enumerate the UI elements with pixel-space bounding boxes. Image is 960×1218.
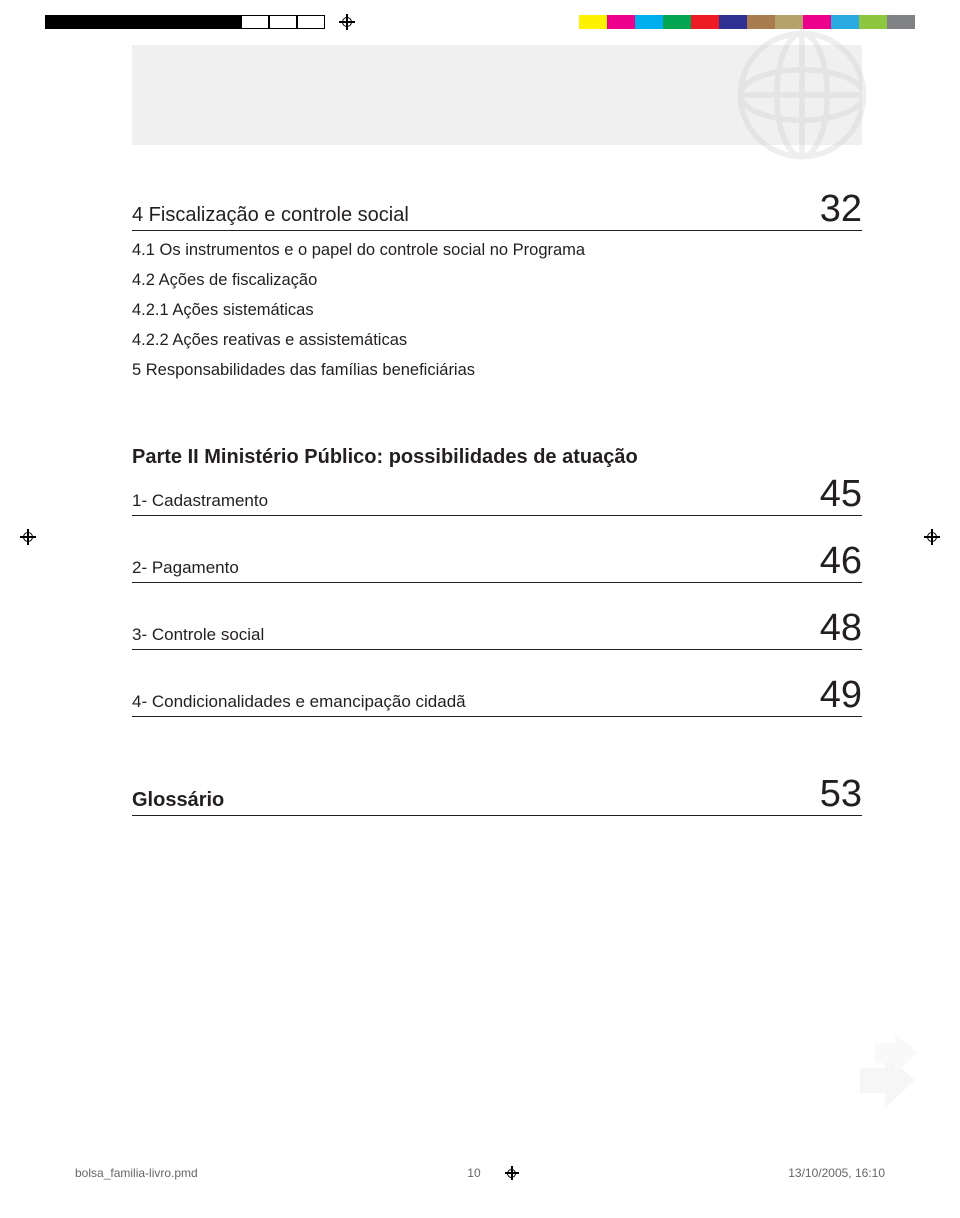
toc-title: 1- Cadastramento [132, 491, 268, 511]
toc-page-number: 49 [820, 676, 862, 714]
footer: bolsa_familia-livro.pmd 10 13/10/2005, 1… [75, 1166, 885, 1180]
footer-datetime: 13/10/2005, 16:10 [788, 1166, 885, 1180]
bw-swatch [157, 15, 185, 29]
toc-sub-item: 4.2 Ações de fiscalização [132, 267, 862, 294]
toc-page-number: 32 [820, 190, 862, 228]
toc-sub-item: 4.2.2 Ações reativas e assistemáticas [132, 327, 862, 354]
toc-page-number: 46 [820, 542, 862, 580]
page-content: 4 Fiscalização e controle social 32 4.1 … [132, 45, 862, 816]
glossary-page-number: 53 [820, 775, 862, 813]
bw-swatch [73, 15, 101, 29]
toc-title: 4 Fiscalização e controle social [132, 204, 409, 227]
bw-swatch [101, 15, 129, 29]
registration-target-icon [505, 1166, 519, 1180]
bw-swatch [185, 15, 213, 29]
bw-swatches [45, 14, 355, 30]
color-swatch [579, 15, 607, 29]
toc-row: 4 Fiscalização e controle social 32 [132, 190, 862, 231]
toc-title: 4- Condicionalidades e emancipação cidad… [132, 692, 466, 712]
toc-title: 3- Controle social [132, 625, 264, 645]
bw-swatch [45, 15, 73, 29]
footer-filename: bolsa_familia-livro.pmd [75, 1166, 198, 1180]
color-swatch [635, 15, 663, 29]
toc-row: 3- Controle social 48 [132, 609, 862, 650]
registration-target-icon [339, 14, 355, 30]
toc-sub-item: 4.1 Os instrumentos e o papel do control… [132, 237, 862, 264]
toc-page-number: 45 [820, 475, 862, 513]
toc-row: 1- Cadastramento 45 [132, 475, 862, 516]
glossary-row: Glossário 53 [132, 775, 862, 816]
header-band [132, 45, 862, 145]
toc-sub-item: 4.2.1 Ações sistemáticas [132, 297, 862, 324]
bw-swatch [297, 15, 325, 29]
bw-swatch [269, 15, 297, 29]
globe-decoration-icon [732, 25, 872, 165]
footer-page-number: 10 [467, 1166, 480, 1180]
registration-target-icon [20, 529, 36, 545]
registration-target-icon [924, 529, 940, 545]
part2-heading: Parte II Ministério Público: possibilida… [132, 446, 862, 469]
color-swatch [607, 15, 635, 29]
toc-title: 2- Pagamento [132, 558, 239, 578]
glossary-title: Glossário [132, 789, 224, 812]
toc-page-number: 48 [820, 609, 862, 647]
color-swatch [887, 15, 915, 29]
toc-section-4: 4 Fiscalização e controle social 32 4.1 … [132, 190, 862, 384]
color-swatch [691, 15, 719, 29]
toc-row: 2- Pagamento 46 [132, 542, 862, 583]
color-swatch [663, 15, 691, 29]
bw-swatch [241, 15, 269, 29]
toc-row: 4- Condicionalidades e emancipação cidad… [132, 676, 862, 717]
arrow-decoration-icon [840, 1008, 920, 1108]
bw-swatch [129, 15, 157, 29]
toc-sub-item: 5 Responsabilidades das famílias benefic… [132, 357, 862, 384]
bw-swatch [213, 15, 241, 29]
